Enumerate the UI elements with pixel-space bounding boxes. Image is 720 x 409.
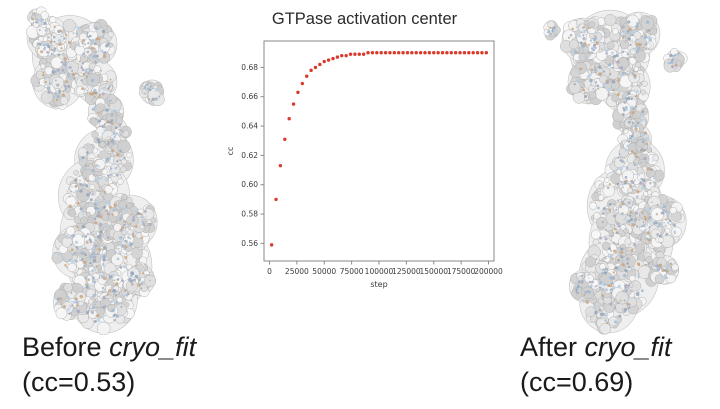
svg-text:50000: 50000 xyxy=(312,267,336,276)
svg-text:0.62: 0.62 xyxy=(241,151,258,160)
before-caption-line1: Before cryo_fit xyxy=(22,330,196,365)
svg-text:175000: 175000 xyxy=(447,267,476,276)
after-caption-term: cryo_fit xyxy=(584,332,672,362)
svg-text:0.66: 0.66 xyxy=(241,92,258,101)
after-caption-cc: (cc=0.69) xyxy=(520,367,634,398)
after-caption: After cryo_fit (cc=0.69) xyxy=(520,330,672,400)
svg-text:0.56: 0.56 xyxy=(241,239,258,248)
svg-text:100000: 100000 xyxy=(365,267,394,276)
before-caption: Before cryo_fit (cc=0.53) xyxy=(22,330,196,400)
svg-text:cc: cc xyxy=(226,147,235,156)
svg-text:step: step xyxy=(370,280,387,289)
svg-text:125000: 125000 xyxy=(392,267,421,276)
svg-text:0.60: 0.60 xyxy=(241,180,258,189)
svg-text:25000: 25000 xyxy=(285,267,309,276)
cc-chart: GTPase activation center 0 25000 50000 7500… xyxy=(222,10,507,310)
svg-text:0.58: 0.58 xyxy=(241,210,258,219)
before-caption-cc: (cc=0.53) xyxy=(22,367,136,398)
svg-text:75000: 75000 xyxy=(340,267,364,276)
svg-text:0.68: 0.68 xyxy=(241,63,258,72)
chart-title: GTPase activation center xyxy=(271,10,458,28)
before-density-map-render xyxy=(26,6,165,335)
before-caption-prefix: Before xyxy=(22,332,110,362)
svg-text:0: 0 xyxy=(267,267,272,276)
before-structure-image xyxy=(0,0,210,335)
svg-text:200000: 200000 xyxy=(474,267,503,276)
after-structure-image xyxy=(515,0,720,335)
svg-text:0.64: 0.64 xyxy=(241,122,258,131)
before-caption-term: cryo_fit xyxy=(109,332,197,362)
svg-text:150000: 150000 xyxy=(419,267,448,276)
after-caption-line1: After cryo_fit xyxy=(520,330,672,365)
after-density-map-render xyxy=(543,9,688,335)
cc-vs-step-scatter-plot: 0 25000 50000 75000 100000125000150000175000… xyxy=(226,40,503,289)
after-caption-prefix: After xyxy=(520,332,585,362)
